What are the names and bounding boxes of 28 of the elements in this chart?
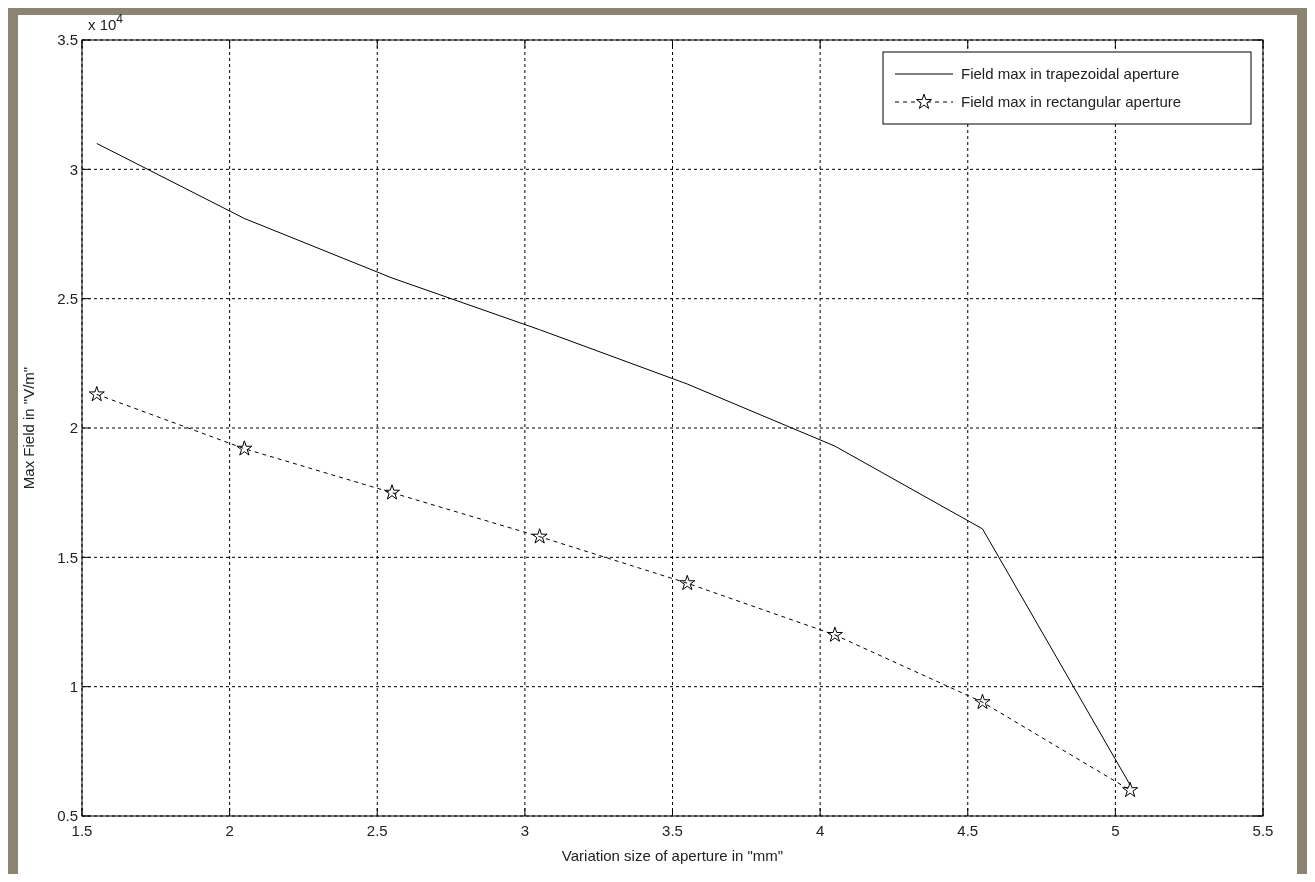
x-tick-label: 2.5: [366, 822, 388, 839]
x-tick-label: 5: [1111, 822, 1120, 839]
y-tick-label: 0.5: [57, 807, 78, 825]
point: [1122, 781, 1139, 798]
y-tick-label: 1: [69, 677, 78, 695]
point: [236, 440, 253, 456]
y-tick-label: 1.5: [57, 548, 78, 566]
legend-label: Field max in rectangular aperture: [961, 93, 1182, 111]
point: [531, 528, 548, 544]
point: [88, 385, 105, 402]
y-axis-title: Max Field in "V/m": [20, 366, 37, 490]
y-tick-label: 2: [69, 419, 78, 437]
x-tick-label: 4.5: [957, 822, 979, 839]
x-tick-label: 5.5: [1252, 822, 1274, 839]
x-tick-label: 2: [225, 822, 234, 839]
legend-label: Field max in trapezoidal aperture: [961, 65, 1180, 83]
point: [679, 574, 696, 591]
text: x 10$^{4}$: [88, 12, 124, 33]
y-tick-label: 3: [69, 160, 78, 178]
x-tick-label: 4: [815, 822, 825, 839]
point: [384, 484, 401, 500]
x-tick-label: 3: [520, 822, 530, 839]
point: [974, 693, 991, 710]
x-tick-label: 3.5: [662, 822, 683, 839]
point: [826, 626, 843, 642]
y-tick-label: 3.5: [57, 31, 78, 49]
x-axis-title: Variation size of aperture in "mm": [561, 847, 784, 864]
y-tick-label: 2.5: [57, 289, 78, 307]
